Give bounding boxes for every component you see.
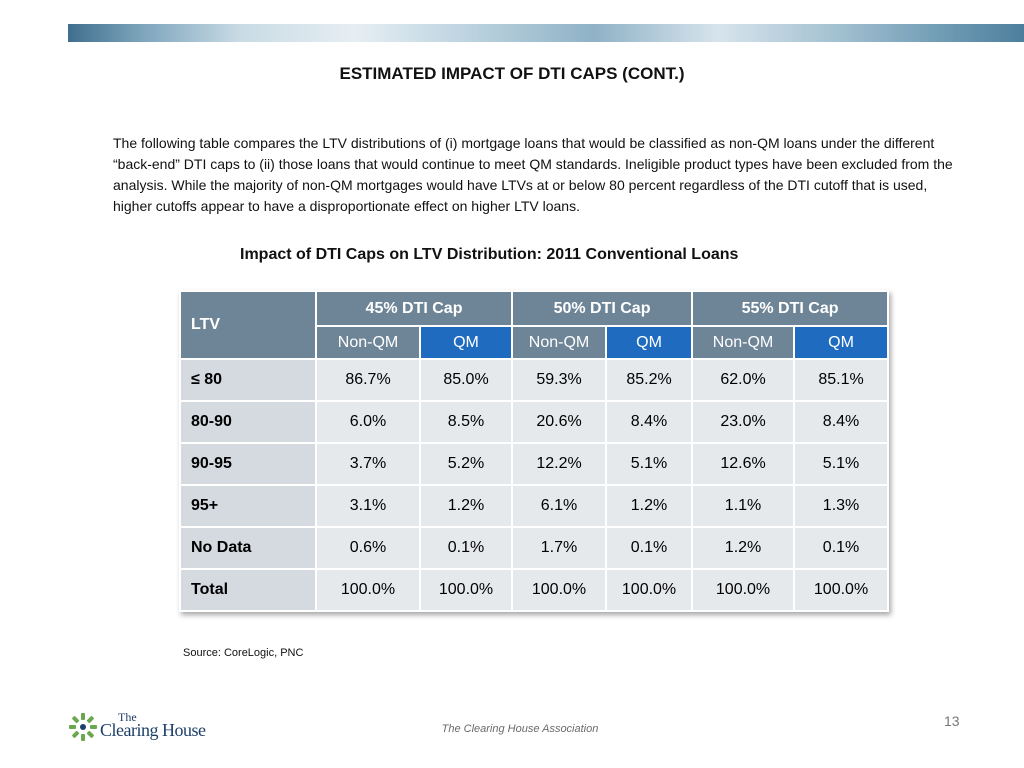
table-cell: 0.1%: [793, 526, 890, 570]
table-cell: 1.2%: [605, 484, 694, 528]
table-cell: 0.1%: [605, 526, 694, 570]
subheader-qm-50: QM: [605, 325, 694, 360]
table-cell: 62.0%: [691, 358, 796, 402]
clearing-house-logo: The Clearing House: [68, 711, 218, 743]
sunburst-logo-icon: [69, 713, 97, 741]
table-cell: 8.5%: [418, 400, 514, 444]
table-cell: 5.1%: [793, 442, 890, 486]
table-cell: 1.2%: [418, 484, 514, 528]
row-label: Total: [179, 568, 317, 612]
table-row: ≤ 80 86.7% 85.0% 59.3% 85.2% 62.0% 85.1%: [179, 358, 890, 402]
table-cell: 85.1%: [793, 358, 890, 402]
table-cell: 1.3%: [793, 484, 890, 528]
table-cell: 6.0%: [315, 400, 421, 444]
table-row: No Data 0.6% 0.1% 1.7% 0.1% 1.2% 0.1%: [179, 526, 890, 570]
table-cell: 5.2%: [418, 442, 514, 486]
cap-header-55: 55% DTI Cap: [691, 289, 890, 328]
table-cell: 12.6%: [691, 442, 796, 486]
page-number: 13: [944, 713, 960, 729]
cap-header-50: 50% DTI Cap: [511, 289, 694, 328]
subheader-nonqm-45: Non-QM: [315, 325, 421, 360]
subheader-qm-55: QM: [793, 325, 890, 360]
subheader-nonqm-50: Non-QM: [511, 325, 608, 360]
table-cell: 100.0%: [315, 568, 421, 612]
table-cell: 85.0%: [418, 358, 514, 402]
subheader-nonqm-55: Non-QM: [691, 325, 796, 360]
slide-title: ESTIMATED IMPACT OF DTI CAPS (CONT.): [339, 64, 685, 83]
table-cell: 3.7%: [315, 442, 421, 486]
ltv-header: LTV: [179, 290, 317, 360]
logo-line-name: Clearing House: [100, 720, 206, 740]
table-row: 95+ 3.1% 1.2% 6.1% 1.2% 1.1% 1.3%: [179, 484, 890, 528]
logo-line-the: The: [118, 710, 137, 724]
source-note: Source: CoreLogic, PNC: [183, 647, 304, 659]
cap-header-45: 45% DTI Cap: [314, 289, 514, 328]
table-cell: 1.7%: [511, 526, 608, 570]
row-label: 80-90: [179, 400, 317, 444]
table-cell: 100.0%: [605, 568, 694, 612]
row-label: ≤ 80: [179, 358, 317, 402]
table-row: 90-95 3.7% 5.2% 12.2% 5.1% 12.6% 5.1%: [179, 442, 890, 486]
table-cell: 0.1%: [418, 526, 514, 570]
footer-text: The Clearing House Association: [441, 723, 599, 735]
table-row-total: Total 100.0% 100.0% 100.0% 100.0% 100.0%…: [179, 568, 890, 612]
table-cell: 85.2%: [605, 358, 694, 402]
table-header-row: LTV 45% DTI Cap 50% DTI Cap 55% DTI Cap: [179, 289, 890, 360]
table-cell: 8.4%: [605, 400, 694, 444]
table-cell: 1.2%: [691, 526, 796, 570]
table-cell: 100.0%: [793, 568, 890, 612]
table-cell: 23.0%: [691, 400, 796, 444]
table-cell: 100.0%: [511, 568, 608, 612]
row-label: No Data: [179, 526, 317, 570]
row-label: 90-95: [179, 442, 317, 486]
table-cell: 8.4%: [793, 400, 890, 444]
logo-wordmark: The Clearing House: [100, 710, 206, 740]
table-title: Impact of DTI Caps on LTV Distribution: …: [240, 246, 739, 263]
table-cell: 12.2%: [511, 442, 608, 486]
table-cell: 1.1%: [691, 484, 796, 528]
table-cell: 0.6%: [315, 526, 421, 570]
table-cell: 86.7%: [315, 358, 421, 402]
table-cell: 3.1%: [315, 484, 421, 528]
row-label: 95+: [179, 484, 317, 528]
subheader-qm-45: QM: [418, 325, 514, 360]
table-cell: 5.1%: [605, 442, 694, 486]
table-cell: 100.0%: [691, 568, 796, 612]
intro-paragraph: The following table compares the LTV dis…: [113, 135, 953, 214]
ltv-distribution-table: LTV 45% DTI Cap 50% DTI Cap 55% DTI Cap …: [179, 289, 890, 612]
table-cell: 100.0%: [418, 568, 514, 612]
top-banner: [68, 24, 1024, 42]
table-subheader-row: Non-QM QM Non-QM QM Non-QM QM: [180, 325, 890, 360]
table-cell: 20.6%: [511, 400, 608, 444]
table-cell: 6.1%: [511, 484, 608, 528]
table-cell: 59.3%: [511, 358, 608, 402]
table-row: 80-90 6.0% 8.5% 20.6% 8.4% 23.0% 8.4%: [179, 400, 890, 444]
